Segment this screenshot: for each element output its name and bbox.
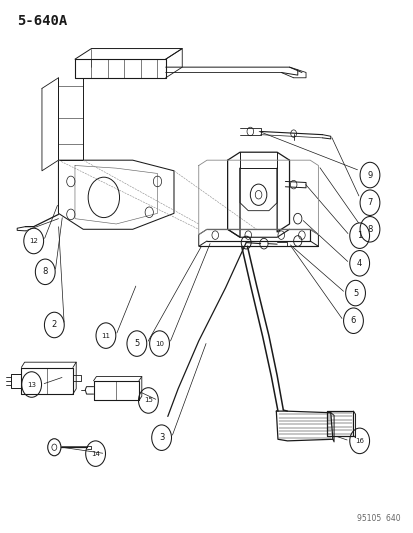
Text: 95105  640: 95105 640	[356, 514, 400, 523]
Text: 9: 9	[366, 171, 372, 180]
Text: 1: 1	[356, 231, 361, 240]
Text: 2: 2	[52, 320, 57, 329]
Text: 16: 16	[354, 438, 363, 444]
Text: 5: 5	[134, 339, 139, 348]
Text: 13: 13	[27, 382, 36, 387]
Text: 7: 7	[366, 198, 372, 207]
Text: 11: 11	[101, 333, 110, 338]
Text: 12: 12	[29, 238, 38, 244]
Text: 8: 8	[43, 268, 48, 276]
Text: 6: 6	[350, 316, 355, 325]
Text: 10: 10	[155, 341, 164, 346]
Text: 8: 8	[366, 225, 372, 234]
Text: 4: 4	[356, 259, 361, 268]
Text: 14: 14	[91, 450, 100, 457]
Text: 15: 15	[144, 398, 152, 403]
Text: 5: 5	[352, 288, 357, 297]
Text: 5-640A: 5-640A	[17, 14, 67, 28]
Text: 3: 3	[159, 433, 164, 442]
